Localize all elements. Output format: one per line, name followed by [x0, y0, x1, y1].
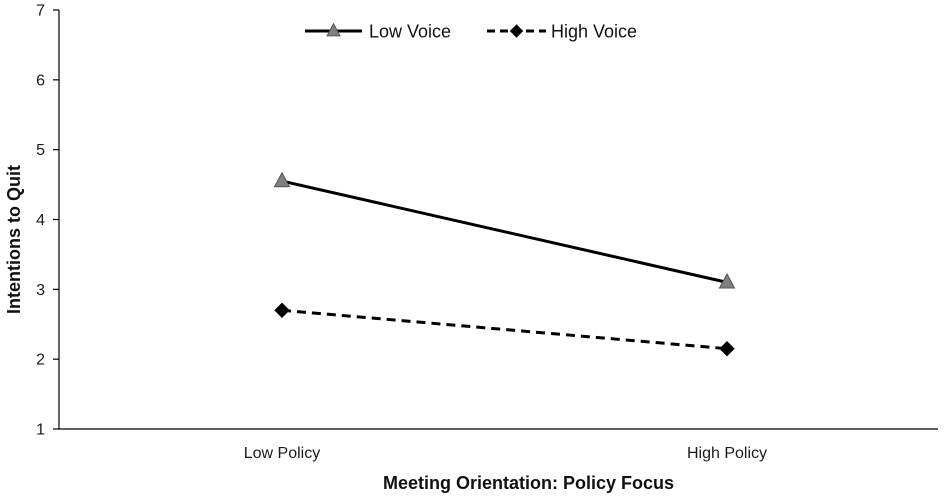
- data-point-triangle: [273, 171, 291, 188]
- y-tick-label: 4: [36, 212, 45, 229]
- series-line: [281, 179, 728, 284]
- legend-label: High Voice: [551, 22, 637, 42]
- data-point-triangle: [718, 272, 736, 289]
- plot-area: [273, 171, 736, 357]
- y-tick-label: 6: [36, 72, 45, 89]
- legend-entry: High Voice: [487, 22, 637, 42]
- legend-label: Low Voice: [369, 22, 451, 42]
- y-tick-label: 5: [36, 142, 45, 159]
- x-tick-label: High Policy: [687, 445, 767, 462]
- y-tick-label: 2: [36, 352, 45, 369]
- y-axis-ticks: 1 2 3 4 5 6 7: [36, 3, 59, 439]
- y-tick-label: 3: [36, 282, 45, 299]
- y-tick-label: 1: [36, 422, 45, 439]
- legend-marker-triangle: [326, 22, 341, 37]
- y-axis-title: Intentions to Quit: [4, 165, 24, 314]
- data-point-diamond: [274, 302, 290, 318]
- x-axis-title: Meeting Orientation: Policy Focus: [383, 473, 674, 493]
- x-tick-label: Low Policy: [244, 445, 320, 462]
- y-tick-label: 7: [36, 3, 45, 20]
- series-low-voice: [273, 171, 736, 289]
- legend-entry: Low Voice: [305, 22, 451, 42]
- axes: [58, 10, 938, 430]
- series-high-voice: [274, 302, 735, 357]
- legend: Low Voice High Voice: [305, 22, 637, 42]
- legend-marker-diamond: [509, 24, 524, 38]
- data-point-diamond: [719, 340, 735, 357]
- x-axis-ticks: Low Policy High Policy: [244, 445, 767, 462]
- series-line: [281, 308, 728, 351]
